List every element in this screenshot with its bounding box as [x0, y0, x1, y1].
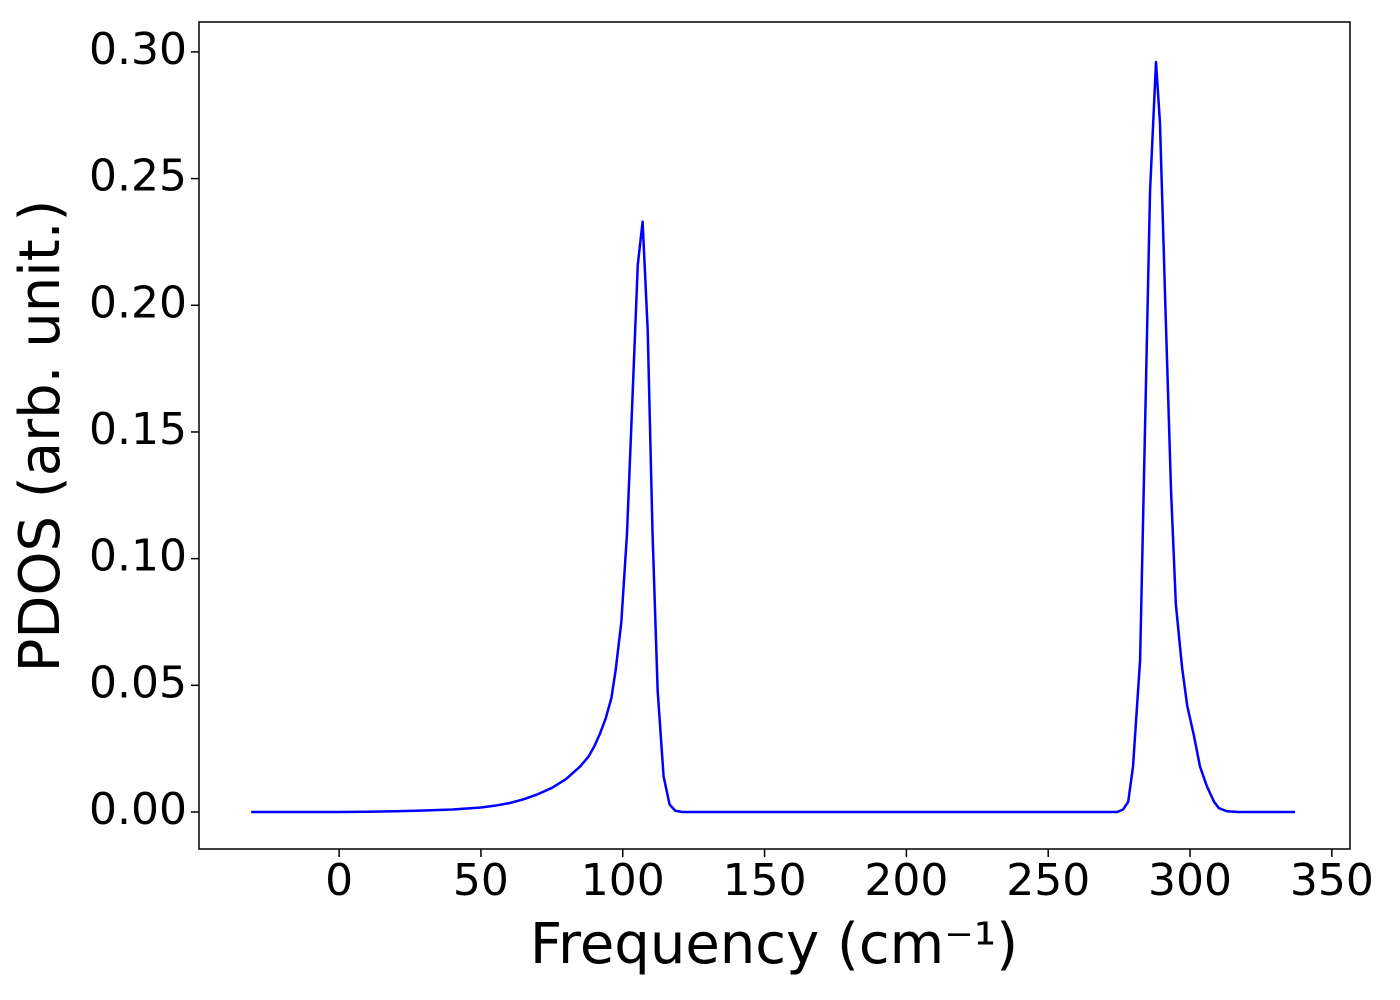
x-tick-label: 300	[1148, 855, 1232, 906]
x-tick-label: 200	[864, 855, 948, 906]
x-tick-label: 350	[1290, 855, 1374, 906]
y-tick-label: 0.30	[89, 24, 187, 75]
x-tick-label: 50	[453, 855, 509, 906]
x-axis-label: Frequency (cm⁻¹)	[530, 912, 1018, 977]
x-tick-label: 250	[1006, 855, 1090, 906]
x-tick-label: 0	[325, 855, 353, 906]
y-tick-label: 0.20	[89, 277, 187, 328]
y-tick-label: 0.15	[89, 404, 187, 455]
x-tick-label: 100	[581, 855, 665, 906]
x-tick-label: 150	[723, 855, 807, 906]
y-tick-label: 0.25	[89, 151, 187, 202]
plot-frame	[198, 21, 1351, 850]
y-axis-label: PDOS (arb. unit.)	[8, 200, 73, 673]
y-tick-label: 0.05	[89, 657, 187, 708]
y-tick-label: 0.00	[89, 784, 187, 835]
y-tick-label: 0.10	[89, 531, 187, 582]
data-line	[251, 60, 1295, 814]
